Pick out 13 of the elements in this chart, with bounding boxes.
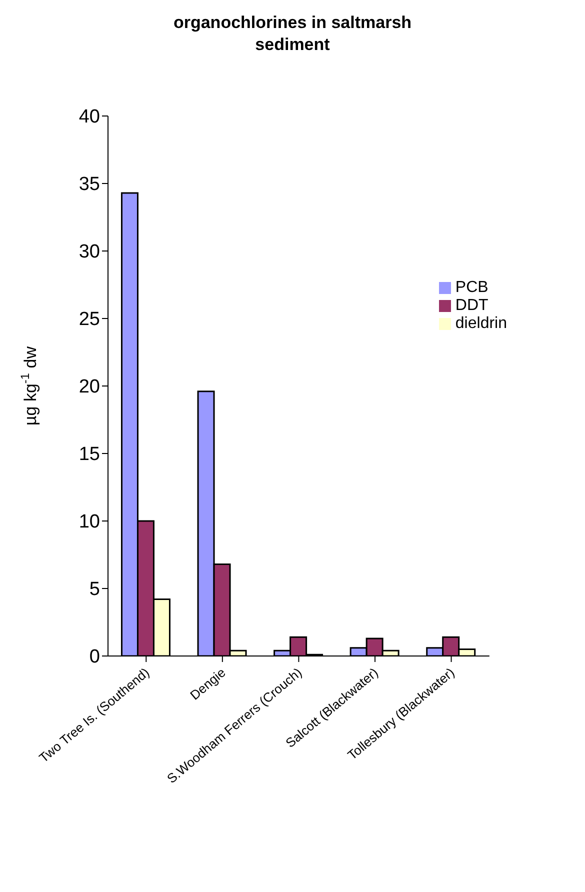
y-tick-label: 15 — [78, 444, 100, 466]
y-tick-label: 30 — [78, 242, 100, 263]
y-tick-label: 0 — [89, 646, 100, 668]
y-tick-label: 10 — [78, 512, 100, 533]
legend-label: dieldrin — [455, 315, 507, 332]
legend-label: PCB — [455, 279, 488, 296]
legend-label: DDT — [455, 297, 488, 314]
y-tick-label: 35 — [78, 174, 100, 196]
y-tick-label: 5 — [89, 579, 100, 600]
y-tick-label: 40 — [78, 106, 100, 128]
y-tick-label: 20 — [78, 376, 100, 398]
y-tick-label: 25 — [78, 309, 100, 330]
chart-title: organochlorines in saltmarsh sediment — [172, 12, 413, 56]
